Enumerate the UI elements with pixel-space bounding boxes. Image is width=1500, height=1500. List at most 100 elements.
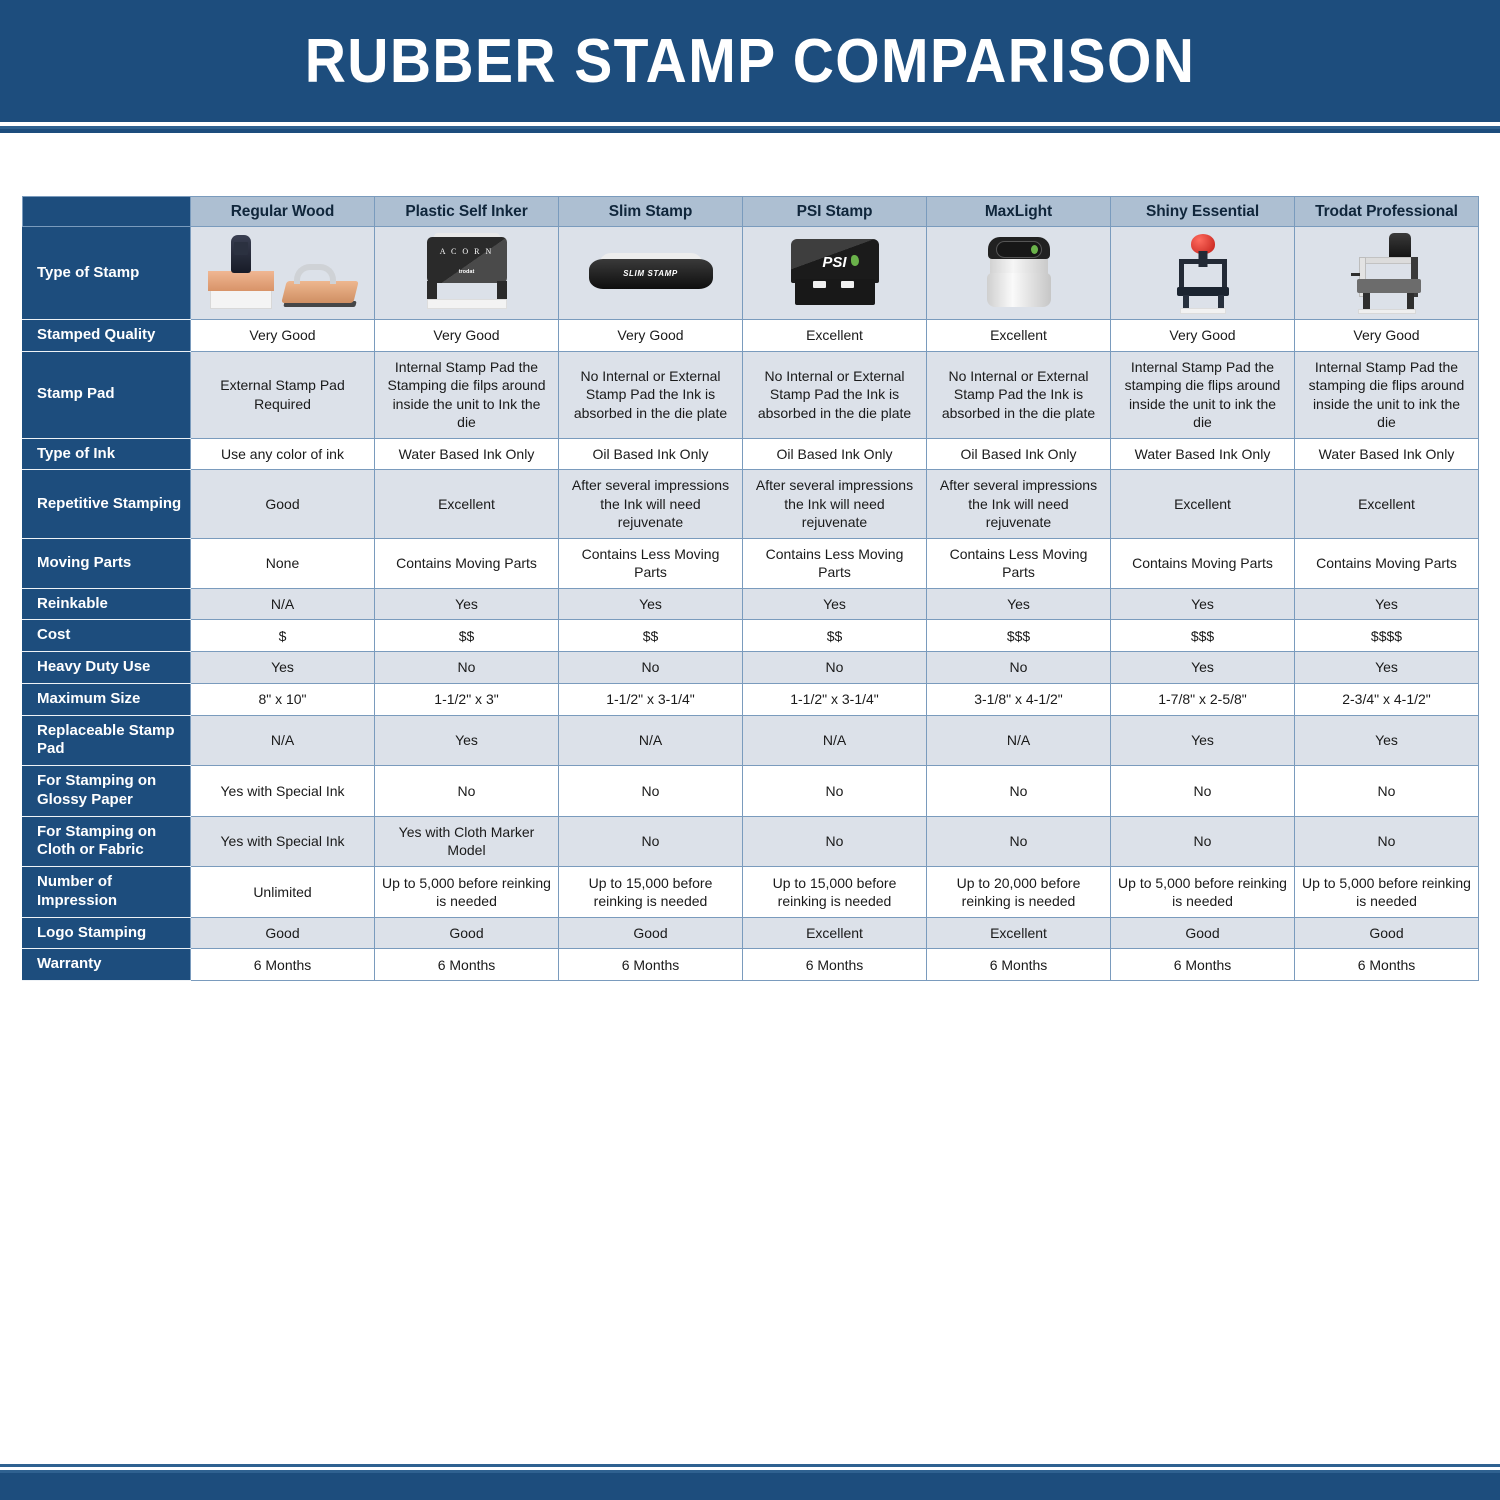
cell-logo-stamping-shiny-essential: Good: [1110, 916, 1295, 950]
maxlight-stamp-icon: [929, 229, 1108, 317]
cell-stamped-quality-plastic-self-inker: Very Good: [374, 319, 559, 352]
shiny-essential-stamp-icon: [1113, 229, 1292, 317]
cell-logo-stamping-regular-wood: Good: [190, 916, 375, 950]
cell-repetitive-stamping-shiny-essential: Excellent: [1110, 469, 1295, 539]
cell-reinkable-plastic-self-inker: Yes: [374, 587, 559, 621]
cell-cloth-or-fabric-regular-wood: Yes with Special Ink: [190, 815, 375, 868]
cell-replaceable-stamp-pad-psi-stamp: N/A: [742, 714, 927, 767]
cell-type-of-stamp-trodat-professional: [1294, 226, 1479, 320]
cell-cost-trodat-professional: $$$$: [1294, 619, 1479, 653]
row-label-maximum-size: Maximum Size: [22, 682, 191, 716]
cell-stamp-pad-plastic-self-inker: Internal Stamp Pad the Stamping die filp…: [374, 350, 559, 439]
wood-stamp-icon: [193, 229, 372, 317]
table-row-replaceable-stamp-pad: Replaceable Stamp Pad N/A Yes N/A N/A N/…: [22, 714, 1479, 767]
cell-warranty-maxlight: 6 Months: [926, 948, 1111, 982]
cell-cloth-or-fabric-maxlight: No: [926, 815, 1111, 868]
cell-cost-regular-wood: $: [190, 619, 375, 653]
cell-number-of-impression-slim-stamp: Up to 15,000 before reinking is needed: [558, 866, 743, 918]
cell-number-of-impression-trodat-professional: Up to 5,000 before reinking is needed: [1294, 866, 1479, 918]
footer-divider-1: [0, 1464, 1500, 1467]
cell-glossy-paper-maxlight: No: [926, 765, 1111, 817]
cell-type-of-ink-slim-stamp: Oil Based Ink Only: [558, 437, 743, 471]
acorn-brand-text: A C O R N: [439, 247, 494, 256]
cell-logo-stamping-plastic-self-inker: Good: [374, 916, 559, 950]
cell-maximum-size-trodat-professional: 2-3/4" x 4-1/2": [1294, 682, 1479, 716]
cell-type-of-stamp-maxlight: [926, 226, 1111, 320]
cell-warranty-trodat-professional: 6 Months: [1294, 948, 1479, 982]
banner-divider-2: [0, 126, 1500, 129]
plastic-self-inker-icon: A C O R N trodat: [377, 229, 556, 317]
cell-maximum-size-maxlight: 3-1/8" x 4-1/2": [926, 682, 1111, 716]
cell-reinkable-shiny-essential: Yes: [1110, 587, 1295, 621]
cell-repetitive-stamping-plastic-self-inker: Excellent: [374, 469, 559, 539]
cell-cost-slim-stamp: $$: [558, 619, 743, 653]
table-row-maximum-size: Maximum Size 8" x 10" 1-1/2" x 3" 1-1/2"…: [22, 682, 1479, 716]
table-row-glossy-paper: For Stamping on Glossy Paper Yes with Sp…: [22, 765, 1479, 817]
row-label-repetitive-stamping: Repetitive Stamping: [22, 469, 191, 539]
stamp-comparison-table: Regular Wood Plastic Self Inker Slim Sta…: [22, 196, 1479, 982]
table-row-cost: Cost $ $$ $$ $$ $$$ $$$ $$$$: [22, 619, 1479, 653]
cell-heavy-duty-use-slim-stamp: No: [558, 651, 743, 684]
cell-maximum-size-psi-stamp: 1-1/2" x 3-1/4": [742, 682, 927, 716]
table-row-reinkable: Reinkable N/A Yes Yes Yes Yes Yes Yes: [22, 587, 1479, 621]
cell-glossy-paper-regular-wood: Yes with Special Ink: [190, 765, 375, 817]
cell-heavy-duty-use-maxlight: No: [926, 651, 1111, 684]
column-header-psi-stamp: PSI Stamp: [742, 196, 927, 227]
cell-stamped-quality-psi-stamp: Excellent: [742, 319, 927, 352]
cell-heavy-duty-use-psi-stamp: No: [742, 651, 927, 684]
cell-logo-stamping-maxlight: Excellent: [926, 916, 1111, 950]
cell-cost-plastic-self-inker: $$: [374, 619, 559, 653]
banner-divider-3: [0, 129, 1500, 133]
trodat-professional-stamp-icon: [1297, 229, 1476, 317]
trodat-brand-text: trodat: [458, 269, 475, 275]
cell-type-of-ink-plastic-self-inker: Water Based Ink Only: [374, 437, 559, 471]
cell-stamp-pad-trodat-professional: Internal Stamp Pad the stamping die flip…: [1294, 350, 1479, 439]
comparison-table-wrapper: Regular Wood Plastic Self Inker Slim Sta…: [22, 196, 1479, 982]
cell-number-of-impression-maxlight: Up to 20,000 before reinking is needed: [926, 866, 1111, 918]
cell-glossy-paper-trodat-professional: No: [1294, 765, 1479, 817]
cell-type-of-ink-regular-wood: Use any color of ink: [190, 437, 375, 471]
cell-stamped-quality-maxlight: Excellent: [926, 319, 1111, 352]
cell-moving-parts-psi-stamp: Contains Less Moving Parts: [742, 537, 927, 589]
cell-stamped-quality-trodat-professional: Very Good: [1294, 319, 1479, 352]
cell-replaceable-stamp-pad-shiny-essential: Yes: [1110, 714, 1295, 767]
cell-glossy-paper-plastic-self-inker: No: [374, 765, 559, 817]
cell-heavy-duty-use-regular-wood: Yes: [190, 651, 375, 684]
cell-logo-stamping-psi-stamp: Excellent: [742, 916, 927, 950]
cell-cloth-or-fabric-psi-stamp: No: [742, 815, 927, 868]
footer-divider-3: [0, 1470, 1500, 1473]
cell-logo-stamping-trodat-professional: Good: [1294, 916, 1479, 950]
cell-type-of-stamp-regular-wood: [190, 226, 375, 320]
slim-stamp-icon: SLIM STAMP: [561, 229, 740, 317]
column-header-trodat-professional: Trodat Professional: [1294, 196, 1479, 227]
column-header-slim-stamp: Slim Stamp: [558, 196, 743, 227]
footer-banner: [0, 1473, 1500, 1500]
table-row-moving-parts: Moving Parts None Contains Moving Parts …: [22, 537, 1479, 589]
page-title: RUBBER STAMP COMPARISON: [304, 26, 1196, 96]
cell-replaceable-stamp-pad-regular-wood: N/A: [190, 714, 375, 767]
column-header-maxlight: MaxLight: [926, 196, 1111, 227]
cell-number-of-impression-regular-wood: Unlimited: [190, 866, 375, 918]
table-row-stamped-quality: Stamped Quality Very Good Very Good Very…: [22, 319, 1479, 352]
cell-moving-parts-maxlight: Contains Less Moving Parts: [926, 537, 1111, 589]
cell-stamped-quality-shiny-essential: Very Good: [1110, 319, 1295, 352]
cell-maximum-size-plastic-self-inker: 1-1/2" x 3": [374, 682, 559, 716]
row-label-heavy-duty-use: Heavy Duty Use: [22, 651, 191, 684]
row-label-number-of-impression: Number of Impression: [22, 866, 191, 918]
cell-cost-psi-stamp: $$: [742, 619, 927, 653]
row-label-replaceable-stamp-pad: Replaceable Stamp Pad: [22, 714, 191, 767]
psi-brand-text: PSI: [822, 254, 847, 271]
cell-number-of-impression-plastic-self-inker: Up to 5,000 before reinking is needed: [374, 866, 559, 918]
cell-replaceable-stamp-pad-slim-stamp: N/A: [558, 714, 743, 767]
row-label-reinkable: Reinkable: [22, 587, 191, 621]
row-label-warranty: Warranty: [22, 948, 191, 982]
column-header-plastic-self-inker: Plastic Self Inker: [374, 196, 559, 227]
row-label-stamp-pad: Stamp Pad: [22, 350, 191, 439]
cell-logo-stamping-slim-stamp: Good: [558, 916, 743, 950]
cell-cloth-or-fabric-shiny-essential: No: [1110, 815, 1295, 868]
cell-maximum-size-regular-wood: 8" x 10": [190, 682, 375, 716]
cell-warranty-psi-stamp: 6 Months: [742, 948, 927, 982]
table-row-logo-stamping: Logo Stamping Good Good Good Excellent E…: [22, 916, 1479, 950]
cell-type-of-ink-trodat-professional: Water Based Ink Only: [1294, 437, 1479, 471]
cell-stamp-pad-maxlight: No Internal or External Stamp Pad the In…: [926, 350, 1111, 439]
